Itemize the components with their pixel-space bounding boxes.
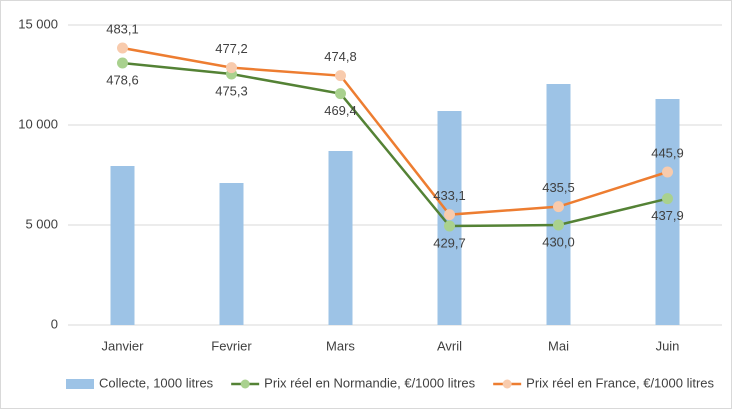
legend-marker [240,379,250,389]
data-label: 478,6 [106,72,139,87]
line [122,61,668,228]
x-tick-label: Janvier [102,338,145,353]
legend-swatch [66,379,94,389]
marker [553,219,564,231]
x-tick-label: Avril [437,338,462,353]
y-tick-label: 5 000 [25,216,58,231]
data-label: 445,9 [651,145,684,160]
marker [117,42,128,54]
line [122,46,668,216]
data-label: 483,1 [106,21,139,36]
legend-label: Prix réel en Normandie, €/1000 litres [264,375,475,390]
bar [110,166,135,325]
x-tick-label: Juin [656,338,680,353]
bar [655,99,680,325]
data-label: 433,1 [433,188,466,203]
marker [553,201,564,213]
bar [219,183,244,325]
data-label: 429,7 [433,235,466,250]
y-tick-label: 10 000 [18,116,58,131]
data-label: 430,0 [542,234,575,249]
legend-label: Collecte, 1000 litres [99,375,214,390]
marker [117,57,128,69]
x-tick-label: Mars [326,338,355,353]
marker [662,193,673,205]
marker [226,62,237,74]
marker [444,209,455,221]
y-tick-label: 15 000 [18,16,58,31]
x-tick-label: Mai [548,338,569,353]
data-label: 435,5 [542,180,575,195]
y-tick-label: 0 [51,316,58,331]
marker [444,220,455,232]
data-label: 474,8 [324,49,357,64]
data-label: 469,4 [324,103,357,118]
legend-marker [502,379,512,389]
marker [335,70,346,82]
x-tick-label: Fevrier [211,338,252,353]
bar [328,151,353,325]
legend-label: Prix réel en France, €/1000 litres [526,375,714,390]
marker [335,88,346,100]
data-label: 475,3 [215,83,248,98]
data-label: 477,2 [215,41,248,56]
marker [662,166,673,178]
data-label: 437,9 [651,208,684,223]
